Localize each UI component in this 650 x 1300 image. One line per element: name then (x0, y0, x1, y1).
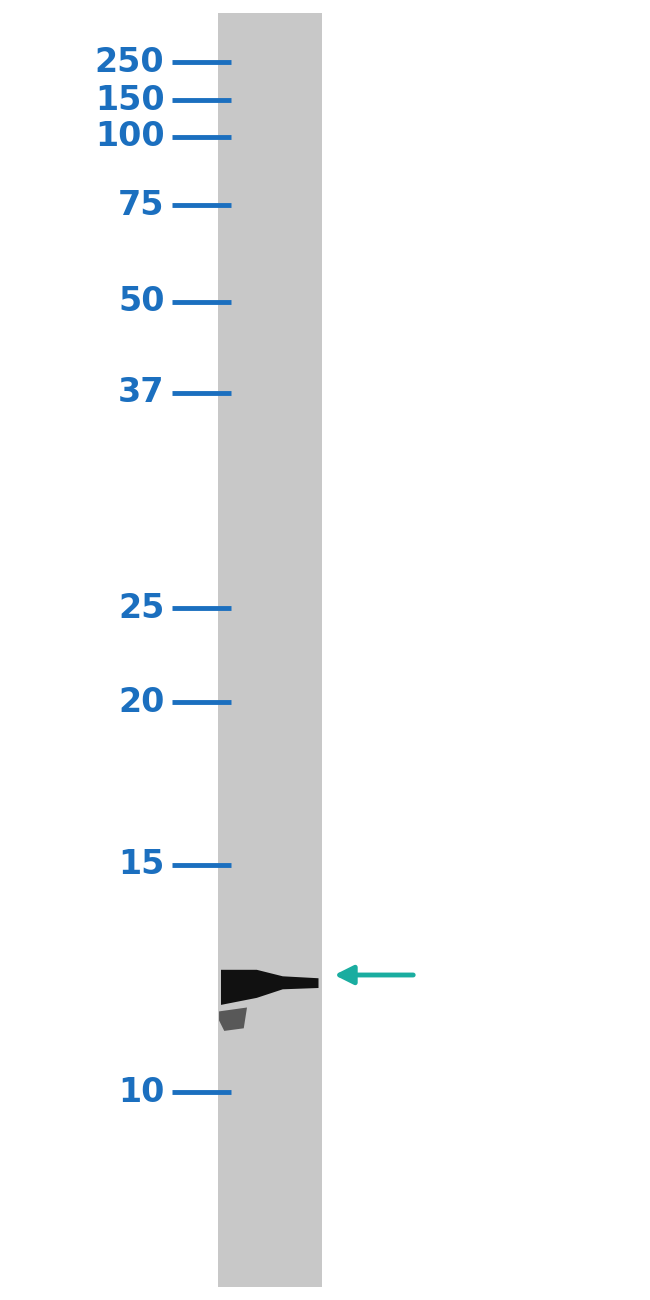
Bar (218, 13, 322, 1287)
Polygon shape (221, 970, 318, 1005)
Text: 100: 100 (95, 120, 164, 153)
Text: 37: 37 (118, 376, 164, 410)
Text: 75: 75 (118, 188, 164, 222)
Text: 150: 150 (95, 83, 164, 117)
Text: 250: 250 (95, 46, 164, 79)
Polygon shape (219, 1008, 247, 1031)
Text: 20: 20 (118, 685, 164, 719)
Text: 15: 15 (118, 848, 164, 881)
Text: 25: 25 (118, 592, 164, 625)
Text: 50: 50 (118, 285, 164, 318)
Text: 10: 10 (118, 1075, 164, 1109)
